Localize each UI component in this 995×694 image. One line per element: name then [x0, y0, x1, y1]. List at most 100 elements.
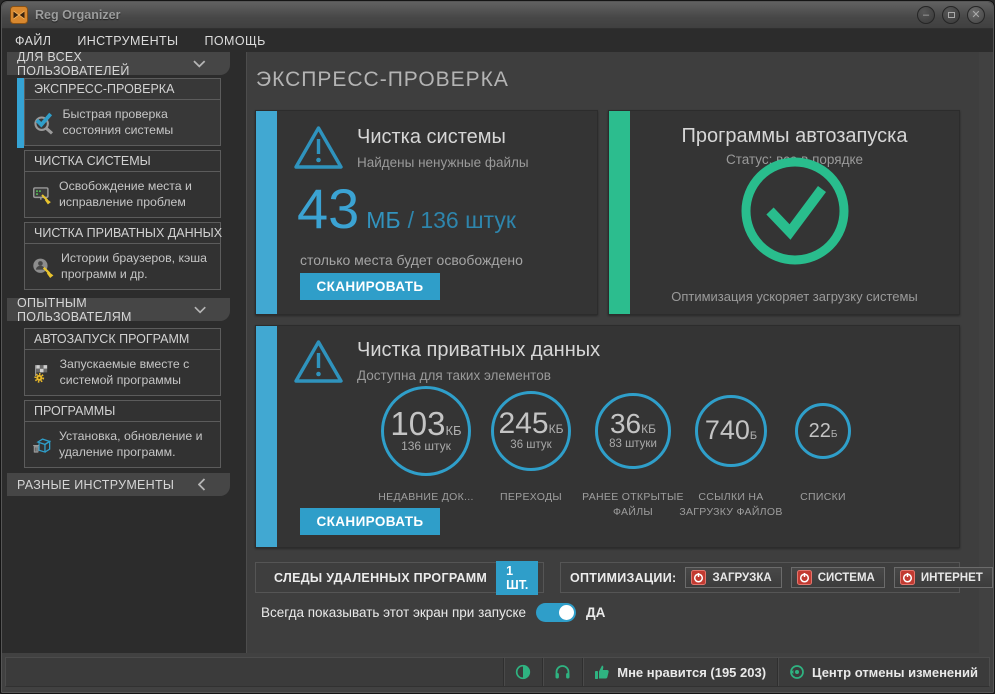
- startup-toggle-switch[interactable]: [536, 603, 577, 622]
- stat-count: 136 штук: [401, 438, 451, 453]
- undo-center-icon: [790, 665, 804, 679]
- power-alert-icon: [796, 570, 812, 585]
- stat-count: 83 штуки: [609, 437, 657, 450]
- sidebar-section-advanced-users[interactable]: ОПЫТНЫМ ПОЛЬЗОВАТЕЛЯМ: [7, 295, 230, 324]
- box-trash-icon: [33, 437, 52, 453]
- item-title: ЭКСПРЕСС-ПРОВЕРКА: [25, 79, 220, 100]
- cleanup-size-value: 43 МБ / 136 штук: [297, 181, 516, 237]
- stat-unit: Б: [749, 430, 758, 443]
- undo-center-label: Центр отмены изменений: [812, 664, 978, 680]
- item-title: ПРОГРАММЫ: [25, 401, 220, 422]
- item-desc: Истории браузеров, кэша программ и др.: [61, 250, 207, 281]
- stat-unit: КБ: [445, 423, 462, 439]
- card-accent-bar: [256, 111, 277, 314]
- menu-file[interactable]: ФАЙЛ: [15, 33, 52, 48]
- stat-value: 740: [704, 415, 750, 446]
- window-controls: – ✕: [917, 6, 985, 24]
- sidebar-item-private-data-cleanup[interactable]: ЧИСТКА ПРИВАТНЫХ ДАННЫХ Истории браузеро…: [24, 222, 222, 290]
- sidebar: ДЛЯ ВСЕХ ПОЛЬЗОВАТЕЛЕЙ ЭКСПРЕСС-ПРОВЕРКА…: [2, 50, 246, 653]
- stat-download-links: 740Б ССЫЛКИ НА ЗАГРУЗКУ ФАЙЛОВ: [676, 381, 786, 519]
- optimization-internet-button[interactable]: ИНТЕРНЕТ: [893, 567, 993, 588]
- app-logo-icon: [10, 6, 28, 24]
- sidebar-item-system-cleanup[interactable]: ЧИСТКА СИСТЕМЫ Освобождение места и испр…: [24, 150, 221, 218]
- page-title: ЭКСПРЕСС-ПРОВЕРКА: [256, 68, 509, 91]
- window-title: Reg Organizer: [35, 8, 121, 22]
- size-number: 43: [297, 177, 360, 240]
- title-bar: Reg Organizer – ✕: [2, 2, 993, 29]
- card-title: Чистка приватных данных: [357, 339, 601, 361]
- stat-unit: Б: [830, 428, 838, 440]
- sidebar-item-express-check[interactable]: ЭКСПРЕСС-ПРОВЕРКА Быстрая проверка состо…: [24, 78, 221, 146]
- stat-label: НЕДАВНИЕ ДОК...: [378, 491, 474, 503]
- stat-value: 245: [498, 407, 549, 441]
- scan-private-button[interactable]: СКАНИРОВАТЬ: [300, 508, 440, 535]
- minimize-button[interactable]: –: [917, 6, 935, 24]
- card-subtitle: Найдены ненужные файлы: [357, 155, 529, 170]
- sidebar-section-misc-tools[interactable]: РАЗНЫЕ ИНСТРУМЕНТЫ: [7, 473, 230, 496]
- menu-tools[interactable]: ИНСТРУМЕНТЫ: [77, 33, 179, 48]
- items-count: / 136 штук: [407, 207, 516, 233]
- check-circle-icon: [741, 157, 849, 265]
- opt-button-label: ИНТЕРНЕТ: [920, 571, 983, 584]
- optimization-boot-button[interactable]: ЗАГРУЗКА: [685, 567, 782, 588]
- item-title: ЧИСТКА СИСТЕМЫ: [25, 151, 220, 172]
- stat-unit: КБ: [641, 422, 657, 437]
- status-bar: Мне нравится (195 203) Центр отмены изме…: [5, 657, 990, 687]
- stat-label: РАНЕЕ ОТКРЫТЫЕ ФАЙЛЫ: [582, 491, 684, 518]
- private-data-card: Чистка приватных данных Доступна для так…: [255, 325, 960, 548]
- traces-count-badge: 1 ШТ.: [496, 560, 539, 595]
- startup-toggle-label: Всегда показывать этот экран при запуске: [261, 605, 527, 620]
- scan-system-button[interactable]: СКАНИРОВАТЬ: [300, 273, 440, 300]
- item-desc: Быстрая проверка состояния системы: [62, 106, 174, 137]
- stat-count: 36 штук: [510, 438, 552, 451]
- card-subtitle: Доступна для таких элементов: [357, 368, 551, 383]
- traces-box[interactable]: СЛЕДЫ УДАЛЕННЫХ ПРОГРАММ 1 ШТ.: [255, 560, 544, 595]
- autorun-card: Программы автозапуска Статус: все в поря…: [608, 110, 960, 315]
- undo-center-button[interactable]: Центр отмены изменений: [777, 658, 989, 686]
- chevron-down-icon: [194, 306, 206, 314]
- stat-value: 36: [609, 408, 642, 440]
- item-title: ЧИСТКА ПРИВАТНЫХ ДАННЫХ: [25, 223, 222, 244]
- section-label: РАЗНЫЕ ИНСТРУМЕНТЫ: [17, 477, 175, 492]
- opt-button-label: ЗАГРУЗКА: [712, 571, 772, 584]
- optimization-system-button[interactable]: СИСТЕМА: [790, 567, 885, 588]
- optimizations-box: ОПТИМИЗАЦИИ: ЗАГРУЗКА СИСТЕМА: [560, 562, 993, 593]
- power-alert-icon: [691, 570, 707, 585]
- opt-button-label: СИСТЕМА: [817, 571, 875, 584]
- optimizations-label: ОПТИМИЗАЦИИ:: [570, 570, 677, 585]
- item-desc: Установка, обновление и удаление програм…: [59, 428, 203, 459]
- support-button[interactable]: [542, 658, 582, 686]
- selected-indicator: [17, 78, 24, 148]
- monitor-broom-icon: [33, 186, 51, 204]
- item-desc: Запускаемые вместе с системой программы: [59, 356, 190, 387]
- sidebar-item-autorun-programs[interactable]: АВТОЗАПУСК ПРОГРАММ Запускаемые вместе с…: [24, 328, 221, 396]
- menu-help[interactable]: ПОМОЩЬ: [204, 33, 266, 48]
- startup-toggle-state: ДА: [586, 605, 606, 620]
- headphones-icon: [555, 665, 570, 679]
- sidebar-section-all-users[interactable]: ДЛЯ ВСЕХ ПОЛЬЗОВАТЕЛЕЙ: [7, 50, 230, 78]
- item-desc: Освобождение места и исправление проблем: [59, 178, 192, 209]
- maximize-button[interactable]: [942, 6, 960, 24]
- warning-triangle-icon: [294, 340, 343, 383]
- close-button[interactable]: ✕: [967, 6, 985, 24]
- stat-value: 103: [390, 405, 446, 443]
- sidebar-item-programs[interactable]: ПРОГРАММЫ Установка, обновление и удален…: [24, 400, 221, 468]
- startup-toggle-row: Всегда показывать этот экран при запуске…: [261, 603, 605, 622]
- like-button[interactable]: Мне нравится (195 203): [582, 658, 777, 686]
- size-unit: МБ: [366, 207, 401, 233]
- user-broom-icon: [33, 258, 54, 278]
- contrast-icon: [516, 664, 531, 680]
- search-check-icon: [34, 112, 54, 135]
- like-label: Мне нравится (195 203): [617, 664, 767, 680]
- theme-contrast-button[interactable]: [503, 658, 542, 686]
- menu-bar: ФАЙЛ ИНСТРУМЕНТЫ ПОМОЩЬ: [2, 29, 993, 52]
- card-accent-bar: [609, 111, 630, 314]
- traces-label: СЛЕДЫ УДАЛЕННЫХ ПРОГРАММ: [274, 570, 488, 585]
- card-title: Программы автозапуска: [681, 125, 908, 147]
- stat-label: СПИСКИ: [800, 491, 846, 503]
- card-accent-bar: [256, 326, 277, 547]
- section-label: ОПЫТНЫМ ПОЛЬЗОВАТЕЛЯМ: [17, 295, 132, 324]
- stat-label: ССЫЛКИ НА ЗАГРУЗКУ ФАЙЛОВ: [679, 491, 783, 518]
- stat-label: ПЕРЕХОДЫ: [500, 491, 562, 503]
